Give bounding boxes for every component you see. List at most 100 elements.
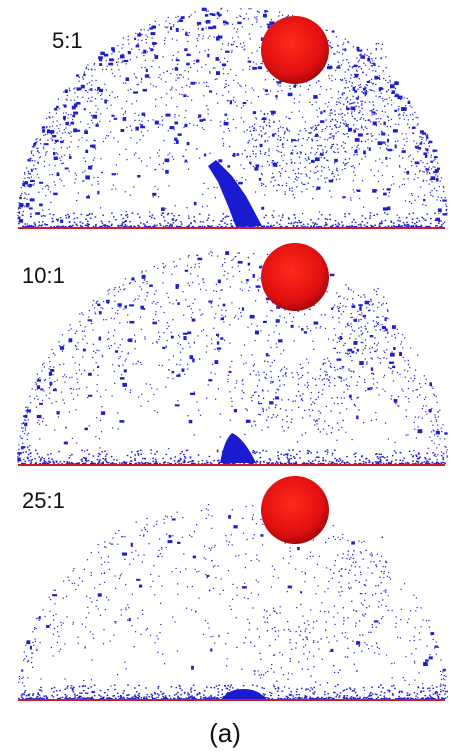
particle [58, 341, 59, 342]
particle [275, 639, 276, 640]
particle [263, 321, 267, 323]
particle [287, 140, 288, 141]
particle [305, 574, 306, 575]
particle [380, 462, 382, 463]
particle [394, 334, 395, 335]
particle [145, 299, 146, 300]
particle [162, 458, 164, 459]
particle [376, 48, 377, 49]
particle [409, 640, 410, 641]
particle [117, 313, 118, 314]
particle [407, 371, 408, 372]
particle [410, 348, 411, 349]
particle [174, 114, 175, 115]
particle [432, 150, 437, 152]
particle [274, 331, 275, 332]
particle [35, 225, 37, 226]
particle [347, 462, 349, 463]
particle [339, 224, 341, 225]
particle [137, 213, 139, 214]
particle [334, 378, 335, 379]
particle [167, 214, 169, 215]
particle [235, 102, 236, 103]
particle [408, 156, 409, 157]
particle [342, 367, 343, 368]
particle [371, 170, 372, 171]
particle [445, 447, 446, 448]
particle [260, 457, 262, 458]
particle [337, 555, 338, 556]
particle [404, 337, 405, 338]
particle [100, 396, 101, 397]
particle [247, 100, 248, 101]
particle [297, 152, 298, 153]
particle [287, 458, 289, 459]
particle [124, 536, 125, 537]
particle [374, 175, 375, 176]
particle [372, 65, 373, 66]
particle [217, 256, 218, 257]
particle [42, 210, 43, 211]
particle [326, 177, 327, 178]
particle [144, 336, 145, 337]
particle [214, 317, 215, 318]
particle [325, 542, 326, 543]
particle [334, 565, 335, 566]
particle [219, 298, 220, 299]
particle [313, 349, 314, 350]
particle [87, 101, 88, 102]
particle [426, 168, 427, 169]
particle [243, 102, 247, 104]
particle [99, 311, 102, 314]
particle [223, 143, 224, 144]
particle [150, 384, 151, 385]
particle [331, 48, 332, 49]
particle [342, 53, 343, 54]
particle [320, 153, 321, 154]
particle [19, 457, 21, 458]
particle [251, 400, 252, 401]
particle [93, 140, 94, 141]
particle [341, 427, 342, 428]
particle [67, 118, 68, 119]
particle [291, 410, 292, 411]
particle [122, 383, 127, 387]
particle [241, 86, 242, 87]
particle [323, 428, 324, 429]
particle [346, 163, 347, 164]
particle [344, 398, 345, 399]
particle [378, 458, 380, 459]
particle [402, 347, 403, 348]
particle [54, 181, 55, 182]
particle [52, 140, 53, 141]
particle [367, 222, 369, 223]
particle [376, 419, 377, 420]
particle [412, 390, 413, 391]
particle [434, 188, 435, 189]
particle [400, 344, 401, 345]
particle [166, 346, 167, 347]
particle [42, 188, 43, 189]
particle [256, 63, 257, 64]
particle [37, 379, 41, 381]
particle [332, 455, 333, 456]
particle [113, 216, 115, 217]
particle [330, 115, 331, 116]
particle [360, 297, 361, 298]
particle [355, 222, 357, 223]
particle [159, 155, 160, 156]
particle [300, 130, 301, 131]
particle [282, 185, 283, 186]
particle [36, 396, 37, 397]
particle [301, 571, 302, 572]
particle [360, 572, 361, 573]
particle [417, 117, 418, 118]
particle [343, 162, 344, 163]
particle [141, 79, 142, 80]
particle [382, 44, 383, 45]
particle [159, 164, 160, 165]
particle [361, 127, 362, 128]
particle [279, 165, 280, 166]
particle [131, 451, 133, 452]
particle [23, 452, 25, 453]
